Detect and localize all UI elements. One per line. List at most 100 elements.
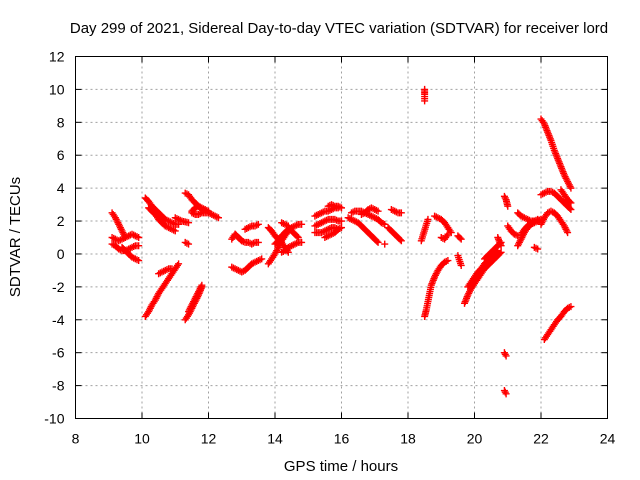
data-point [338, 204, 345, 212]
data-point [185, 219, 193, 227]
data-point [381, 220, 389, 228]
data-point [298, 220, 306, 228]
data-point [183, 239, 191, 247]
y-tick-label: -2 [52, 279, 65, 295]
data-point [504, 202, 512, 210]
data-point [457, 235, 465, 243]
data-point [397, 237, 405, 245]
data-point [500, 349, 508, 357]
y-tick-label: -4 [52, 312, 65, 328]
data-point [374, 207, 382, 215]
data-point [444, 257, 452, 265]
data-point [198, 281, 206, 289]
x-tick-label: 14 [267, 431, 283, 447]
data-point [253, 221, 261, 229]
data-point [135, 242, 143, 250]
data-point [371, 206, 379, 214]
y-tick-label: -10 [44, 411, 64, 427]
data-point [171, 227, 179, 235]
data-point [567, 303, 575, 311]
data-point [195, 210, 203, 218]
x-tick-label: 20 [467, 431, 483, 447]
data-point [564, 229, 572, 237]
data-point [501, 350, 509, 358]
data-point [281, 220, 289, 228]
data-point [566, 204, 574, 212]
y-tick-label: 0 [57, 246, 65, 262]
y-tick-label: 12 [49, 49, 65, 65]
plot-frame [75, 56, 608, 419]
data-point [135, 257, 143, 265]
data-point [502, 352, 510, 360]
data-point [540, 189, 548, 197]
data-point [532, 244, 540, 252]
data-point [111, 235, 119, 243]
x-tick-label: 12 [201, 431, 217, 447]
data-point [244, 238, 252, 246]
data-point [298, 238, 306, 246]
data-point [566, 198, 574, 206]
data-point [181, 189, 189, 197]
y-tick-label: 4 [57, 180, 65, 196]
grid-layer [75, 56, 608, 419]
data-point [567, 184, 575, 192]
data-point [336, 203, 344, 211]
data-point [421, 97, 429, 105]
data-point [244, 224, 252, 232]
data-point [396, 236, 404, 244]
y-tick-label: 6 [57, 147, 65, 163]
data-point [338, 224, 345, 232]
data-point [254, 238, 262, 246]
data-point [333, 216, 341, 224]
data-point [567, 206, 575, 214]
chart-title: Day 299 of 2021, Sidereal Day-to-day VTE… [70, 20, 608, 37]
data-point [374, 238, 382, 246]
data-point [497, 242, 505, 250]
data-point [397, 209, 405, 217]
data-point [349, 208, 357, 216]
data-point [444, 230, 452, 238]
data-point [248, 240, 256, 248]
data-point [131, 232, 139, 240]
data-point [373, 237, 381, 245]
data-point [530, 243, 538, 251]
data-point [391, 207, 399, 215]
points-layer [108, 85, 575, 398]
data-point [249, 239, 257, 247]
data-point [456, 234, 464, 242]
data-point [500, 387, 508, 395]
data-point [214, 214, 222, 222]
data-point [254, 220, 262, 228]
data-point [331, 215, 339, 223]
data-point [501, 388, 509, 396]
data-point [251, 222, 259, 230]
data-point [424, 215, 432, 223]
y-tick-label: 8 [57, 114, 65, 130]
data-point [135, 234, 143, 241]
data-point [347, 209, 355, 217]
y-tick-label: 2 [57, 213, 65, 229]
data-point [284, 222, 292, 230]
data-point [238, 237, 246, 245]
data-point [457, 261, 465, 269]
data-point [381, 240, 389, 248]
data-point [175, 260, 183, 268]
data-point [534, 245, 542, 253]
data-point [237, 236, 245, 244]
x-tick-label: 18 [400, 431, 416, 447]
data-point [567, 199, 575, 207]
y-tick-label: 10 [49, 81, 65, 97]
x-axis-label: GPS time / hours [284, 458, 398, 475]
data-point [181, 238, 189, 246]
data-point [168, 265, 176, 273]
data-point [185, 240, 193, 248]
y-axis-label: SDTVAR / TECUs [7, 177, 24, 297]
data-point [258, 255, 266, 263]
y-tick-label: -8 [52, 378, 65, 394]
x-tick-label: 24 [600, 431, 616, 447]
data-point [205, 207, 212, 215]
x-tick-label: 22 [533, 431, 549, 447]
data-point [328, 201, 336, 209]
